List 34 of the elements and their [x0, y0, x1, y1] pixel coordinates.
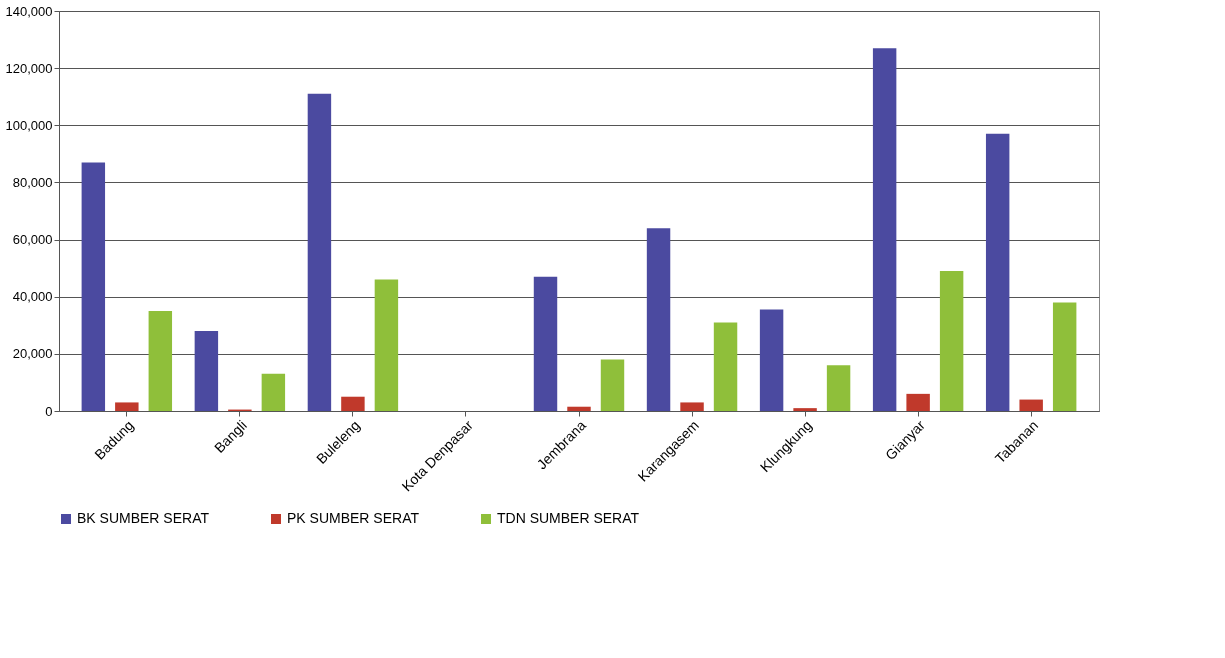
bar: [374, 279, 399, 411]
bar: [759, 309, 784, 411]
bar: [1019, 399, 1043, 411]
bar: [826, 365, 851, 411]
y-tick-label: 40,000: [12, 289, 53, 305]
y-tick-label: 100,000: [5, 117, 53, 133]
bar: [939, 271, 964, 411]
legend-label: BK SUMBER SERAT: [77, 510, 210, 526]
bar: [1052, 302, 1077, 411]
bar: [680, 402, 704, 411]
bar: [600, 359, 625, 411]
bar: [148, 311, 173, 411]
bar: [906, 393, 930, 411]
bar: [646, 228, 671, 411]
y-tick-label: 140,000: [5, 3, 53, 19]
bar: [341, 396, 365, 411]
bar: [81, 162, 106, 411]
bar: [872, 48, 897, 411]
y-tick-label: 80,000: [12, 174, 53, 190]
y-tick-label: 60,000: [12, 232, 53, 248]
y-tick-label: 0: [45, 403, 53, 419]
bar: [533, 276, 558, 411]
legend-label: PK SUMBER SERAT: [287, 510, 420, 526]
y-tick-label: 120,000: [5, 60, 53, 76]
bar: [194, 331, 219, 411]
bar: [713, 322, 738, 411]
bar: [115, 402, 139, 411]
bar: [793, 408, 817, 411]
legend-label: TDN SUMBER SERAT: [497, 510, 640, 526]
bar: [261, 373, 286, 411]
bar: [307, 93, 332, 411]
y-tick-label: 20,000: [12, 346, 53, 362]
bar: [985, 133, 1010, 411]
bar: [567, 406, 591, 411]
